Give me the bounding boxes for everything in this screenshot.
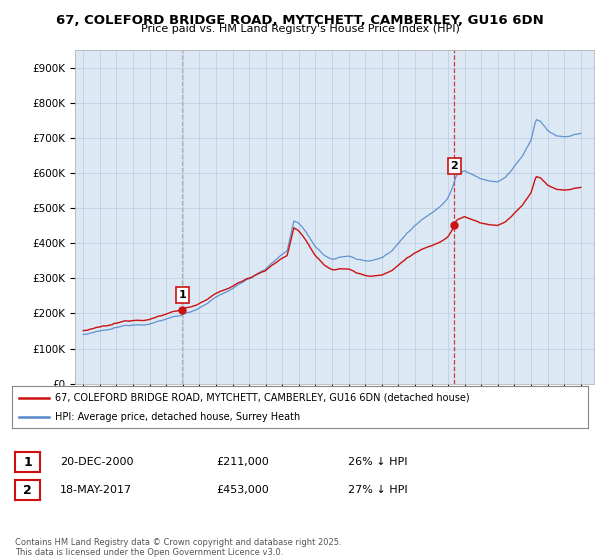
Text: 2: 2 [23,483,32,497]
Text: 18-MAY-2017: 18-MAY-2017 [60,485,132,495]
Text: 20-DEC-2000: 20-DEC-2000 [60,457,133,467]
Text: Price paid vs. HM Land Registry's House Price Index (HPI): Price paid vs. HM Land Registry's House … [140,24,460,34]
Text: Contains HM Land Registry data © Crown copyright and database right 2025.
This d: Contains HM Land Registry data © Crown c… [15,538,341,557]
Text: 67, COLEFORD BRIDGE ROAD, MYTCHETT, CAMBERLEY, GU16 6DN: 67, COLEFORD BRIDGE ROAD, MYTCHETT, CAMB… [56,14,544,27]
Text: £453,000: £453,000 [216,485,269,495]
Text: HPI: Average price, detached house, Surrey Heath: HPI: Average price, detached house, Surr… [55,412,301,422]
Text: 27% ↓ HPI: 27% ↓ HPI [348,485,407,495]
Text: 2: 2 [451,161,458,171]
Text: 1: 1 [178,290,186,300]
Text: £211,000: £211,000 [216,457,269,467]
Text: 1: 1 [23,455,32,469]
Text: 26% ↓ HPI: 26% ↓ HPI [348,457,407,467]
Text: 67, COLEFORD BRIDGE ROAD, MYTCHETT, CAMBERLEY, GU16 6DN (detached house): 67, COLEFORD BRIDGE ROAD, MYTCHETT, CAMB… [55,393,470,403]
